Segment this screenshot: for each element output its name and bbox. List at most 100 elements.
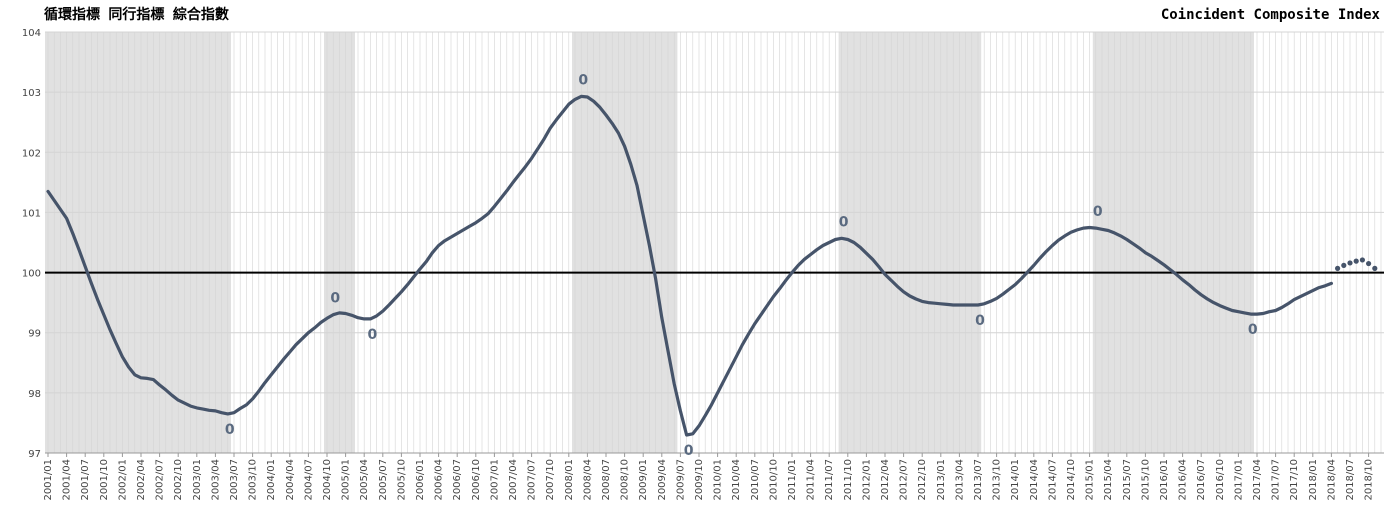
x-tick-label: 2015/07 bbox=[1122, 459, 1133, 501]
x-tick-label: 2016/04 bbox=[1178, 459, 1189, 501]
x-tick-label: 2004/10 bbox=[322, 459, 333, 501]
x-tick-label: 2008/01 bbox=[564, 459, 575, 501]
x-tick-label: 2005/01 bbox=[341, 459, 352, 501]
x-tick-label: 2003/07 bbox=[229, 459, 240, 501]
x-tick-label: 2003/04 bbox=[210, 459, 221, 501]
x-tick-label: 2013/07 bbox=[973, 459, 984, 501]
x-tick-label: 2001/07 bbox=[80, 459, 91, 501]
x-tick-label: 2016/01 bbox=[1159, 459, 1170, 501]
x-tick-label: 2014/07 bbox=[1047, 459, 1058, 501]
x-tick-label: 2018/10 bbox=[1364, 459, 1375, 501]
x-tick-label: 2018/07 bbox=[1345, 459, 1356, 501]
x-tick-label: 2011/07 bbox=[824, 459, 835, 501]
x-tick-label: 2001/01 bbox=[43, 459, 54, 501]
x-tick-label: 2007/01 bbox=[489, 459, 500, 501]
x-tick-label: 2016/07 bbox=[1196, 459, 1207, 501]
x-tick-label: 2015/04 bbox=[1103, 459, 1114, 501]
x-tick-label: 2006/04 bbox=[434, 459, 445, 501]
annotation: 0 bbox=[225, 422, 235, 438]
data-line bbox=[46, 94, 1333, 437]
x-tick-label: 2015/01 bbox=[1085, 459, 1096, 501]
x-tick-label: 2010/01 bbox=[713, 459, 724, 501]
data-point bbox=[1366, 260, 1372, 267]
x-tick-label: 2004/04 bbox=[285, 459, 296, 501]
y-tick-label: 100 bbox=[22, 269, 41, 280]
y-tick-label: 101 bbox=[22, 208, 41, 219]
x-tick-label: 2011/10 bbox=[843, 459, 854, 501]
x-tick-label: 2009/10 bbox=[694, 459, 705, 501]
x-tick-label: 2009/04 bbox=[657, 459, 668, 501]
y-tick-label: 97 bbox=[28, 449, 41, 460]
y-tick-label: 98 bbox=[28, 389, 41, 400]
annotation: 0 bbox=[1248, 322, 1258, 338]
x-tick-label: 2006/10 bbox=[471, 459, 482, 501]
x-tick-label: 2010/10 bbox=[768, 459, 779, 501]
annotation: 0 bbox=[684, 443, 694, 459]
shaded-period bbox=[1092, 32, 1254, 453]
x-tick-label: 2018/01 bbox=[1308, 459, 1319, 501]
x-tick-label: 2008/10 bbox=[620, 459, 631, 501]
data-point bbox=[1372, 265, 1378, 271]
x-tick-label: 2010/07 bbox=[750, 459, 761, 501]
annotation: 0 bbox=[578, 72, 588, 88]
x-tick-label: 2007/04 bbox=[508, 459, 519, 501]
x-tick-label: 2003/01 bbox=[192, 459, 203, 501]
x-tick-label: 2002/10 bbox=[173, 459, 184, 501]
x-tick-label: 2017/07 bbox=[1271, 459, 1282, 501]
x-tick-label: 2012/01 bbox=[861, 459, 872, 501]
x-tick-label: 2010/04 bbox=[731, 459, 742, 501]
chart-title: 循環指標 同行指標 綜合指數 bbox=[44, 6, 229, 23]
x-tick-label: 2001/10 bbox=[99, 459, 110, 501]
x-tick-label: 2014/04 bbox=[1029, 459, 1040, 501]
x-tick-label: 2005/07 bbox=[378, 459, 389, 501]
y-tick-label: 102 bbox=[22, 148, 41, 159]
x-tick-label: 2008/04 bbox=[582, 459, 593, 501]
x-tick-label: 2007/07 bbox=[527, 459, 538, 501]
x-tick-label: 2012/10 bbox=[917, 459, 928, 501]
data-point bbox=[1359, 257, 1365, 263]
y-tick-label: 104 bbox=[22, 28, 41, 39]
y-tick-label: 99 bbox=[28, 329, 41, 340]
annotation: 0 bbox=[975, 313, 985, 329]
x-tick-label: 2013/01 bbox=[936, 459, 947, 501]
x-tick-label: 2014/01 bbox=[1010, 459, 1021, 501]
x-tick-label: 2004/07 bbox=[303, 459, 314, 501]
x-tick-label: 2012/04 bbox=[880, 459, 891, 501]
data-point bbox=[1335, 265, 1341, 271]
x-tick-label: 2011/01 bbox=[787, 459, 798, 501]
chart-subtitle: Coincident Composite Index bbox=[1161, 7, 1381, 23]
x-tick-label: 2002/04 bbox=[136, 459, 147, 501]
x-tick-label: 2017/01 bbox=[1233, 459, 1244, 501]
x-tick-label: 2001/04 bbox=[62, 459, 73, 501]
data-point bbox=[1341, 262, 1347, 268]
x-tick-label: 2009/01 bbox=[638, 459, 649, 501]
data-point bbox=[1347, 260, 1353, 266]
x-tick-label: 2017/04 bbox=[1252, 459, 1263, 501]
x-tick-label: 2007/10 bbox=[545, 459, 556, 501]
x-tick-label: 2013/10 bbox=[992, 459, 1003, 501]
x-tick-label: 2002/01 bbox=[117, 459, 128, 501]
annotation: 0 bbox=[839, 214, 849, 230]
annotation: 0 bbox=[1093, 204, 1103, 220]
annotation: 0 bbox=[330, 291, 340, 307]
x-tick-label: 2014/10 bbox=[1066, 459, 1077, 501]
x-tick-label: 2004/01 bbox=[266, 459, 277, 501]
x-tick-label: 2017/10 bbox=[1289, 459, 1300, 501]
x-tick-label: 2008/07 bbox=[601, 459, 612, 501]
x-tick-label: 2012/07 bbox=[899, 459, 910, 501]
x-tick-label: 2003/10 bbox=[248, 459, 259, 501]
x-tick-label: 2015/10 bbox=[1140, 459, 1151, 501]
x-tick-label: 2005/04 bbox=[359, 459, 370, 501]
x-tick-label: 2009/07 bbox=[675, 459, 686, 501]
x-tick-label: 2005/10 bbox=[396, 459, 407, 501]
x-tick-label: 2011/04 bbox=[806, 459, 817, 501]
x-tick-label: 2006/07 bbox=[452, 459, 463, 501]
x-tick-label: 2006/01 bbox=[415, 459, 426, 501]
annotation: 0 bbox=[368, 327, 378, 343]
data-point bbox=[1353, 258, 1359, 264]
x-tick-label: 2016/10 bbox=[1215, 459, 1226, 501]
x-tick-label: 2018/04 bbox=[1326, 459, 1337, 501]
y-tick-label: 103 bbox=[22, 88, 41, 99]
